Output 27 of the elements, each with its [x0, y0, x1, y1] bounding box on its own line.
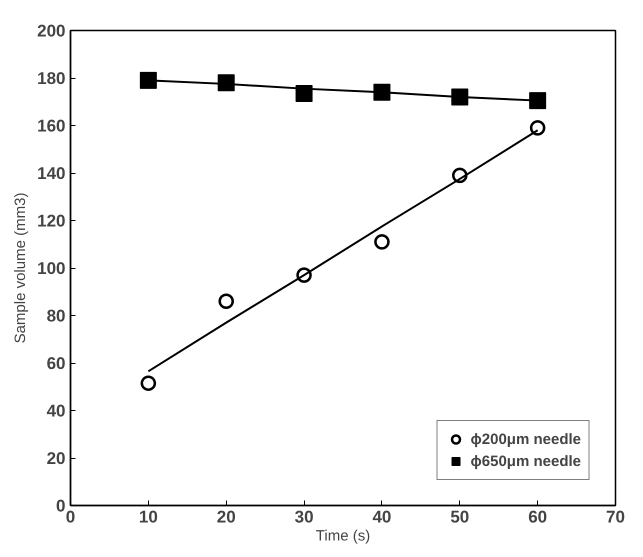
y-tick-label: 180	[37, 69, 66, 88]
y-axis-title: Sample volume (mm3)	[12, 192, 30, 344]
point	[140, 72, 157, 89]
point	[218, 294, 234, 309]
y-tick-label: 200	[37, 22, 66, 40]
x-axis-title: Time (s)	[316, 528, 370, 544]
x-tick-label: 10	[138, 508, 158, 526]
point	[140, 375, 156, 391]
legend-label: ϕ200μm needle	[470, 430, 581, 448]
y-tick-label: 40	[46, 402, 66, 420]
y-tick-label: 140	[37, 164, 66, 183]
y-tick-label: 120	[37, 212, 66, 230]
y-tick-label: 20	[46, 449, 66, 468]
y-tick-label: 60	[46, 354, 66, 373]
x-tick-label: 70	[606, 508, 625, 526]
point	[374, 234, 390, 250]
legend-label: ϕ650μm needle	[470, 452, 581, 470]
x-tick-label: 40	[372, 508, 392, 526]
point	[530, 120, 546, 136]
point	[529, 92, 546, 110]
y-tick-label: 100	[37, 259, 66, 278]
x-tick-label: 20	[216, 508, 236, 526]
y-tick-label: 80	[46, 306, 66, 326]
y-tick-label: 160	[37, 116, 66, 136]
x-tick-label: 30	[294, 508, 314, 526]
x-tick-label: 60	[528, 508, 548, 526]
x-tick-label: 50	[450, 508, 470, 526]
